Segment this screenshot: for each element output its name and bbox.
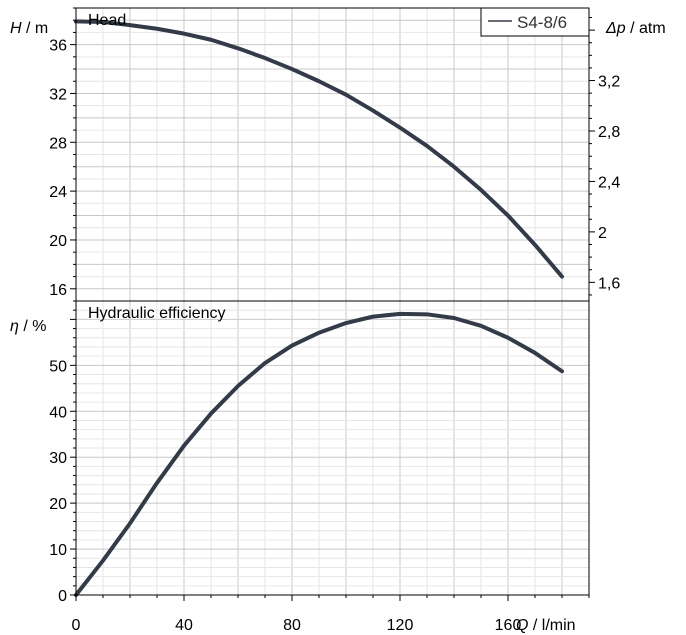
- head-y-axis-label: H / m: [10, 20, 48, 37]
- head-y-tick-label: 28: [49, 135, 67, 152]
- x-axis-label-unit: / l/min: [528, 617, 575, 634]
- head-y-axis-label-symbol: H: [10, 20, 22, 37]
- head-y-tick-label: 36: [49, 38, 67, 55]
- eff-y-tick-label: 0: [58, 588, 67, 605]
- head-panel-title: Head: [88, 12, 126, 29]
- efficiency-panel-title: Hydraulic efficiency: [88, 305, 226, 322]
- curve-layer: [74, 19, 564, 597]
- x-tick-label: 40: [175, 617, 193, 634]
- x-tick-label: 80: [283, 617, 301, 634]
- eff-y-tick-label: 50: [49, 358, 67, 375]
- head-y-tick-label: 32: [49, 86, 67, 103]
- legend: S4-8/6: [480, 7, 590, 37]
- head-series-line: [74, 19, 564, 279]
- x-axis-label-symbol: Q: [516, 617, 528, 634]
- x-tick-label: 0: [72, 617, 81, 634]
- label-layer: 16 20 24 28 32 36 1,6 2 2,4 2,8 3,2 0 10 20 30 40 50 0 40 8…: [10, 7, 666, 634]
- head-y2-tick-label: 3,2: [598, 74, 620, 91]
- legend-box: [480, 7, 590, 37]
- eff-y-axis-label-symbol: η: [10, 318, 19, 335]
- x-axis-label: Q / l/min: [516, 617, 576, 634]
- head-y2-axis-label: Δp / atm: [605, 20, 666, 37]
- frame-layer: [70, 7, 595, 601]
- eff-y-axis-label-unit: / %: [19, 318, 47, 335]
- efficiency-series-line: [74, 311, 564, 597]
- eff-y-tick-label: 20: [49, 496, 67, 513]
- head-y-tick-label: 20: [49, 233, 67, 250]
- x-tick-label: 120: [387, 617, 414, 634]
- head-y2-axis-label-symbol: Δp: [605, 20, 626, 37]
- head-y-axis-label-unit: / m: [22, 20, 49, 37]
- head-y2-tick-label: 2,4: [598, 174, 620, 191]
- head-y2-tick-label: 1,6: [598, 275, 620, 292]
- x-tick-label: 160: [495, 617, 522, 634]
- eff-y-axis-label: η / %: [10, 318, 46, 335]
- legend-entry: S4-8/6: [517, 13, 567, 32]
- head-y-tick-label: 24: [49, 184, 67, 201]
- head-y2-tick-label: 2: [598, 225, 607, 242]
- head-y2-tick-label: 2,8: [598, 124, 620, 141]
- eff-y-tick-label: 30: [49, 450, 67, 467]
- eff-y-tick-label: 10: [49, 542, 67, 559]
- eff-y-tick-label: 40: [49, 404, 67, 421]
- head-y2-axis-label-unit: / atm: [626, 20, 666, 37]
- head-y-tick-label: 16: [49, 282, 67, 299]
